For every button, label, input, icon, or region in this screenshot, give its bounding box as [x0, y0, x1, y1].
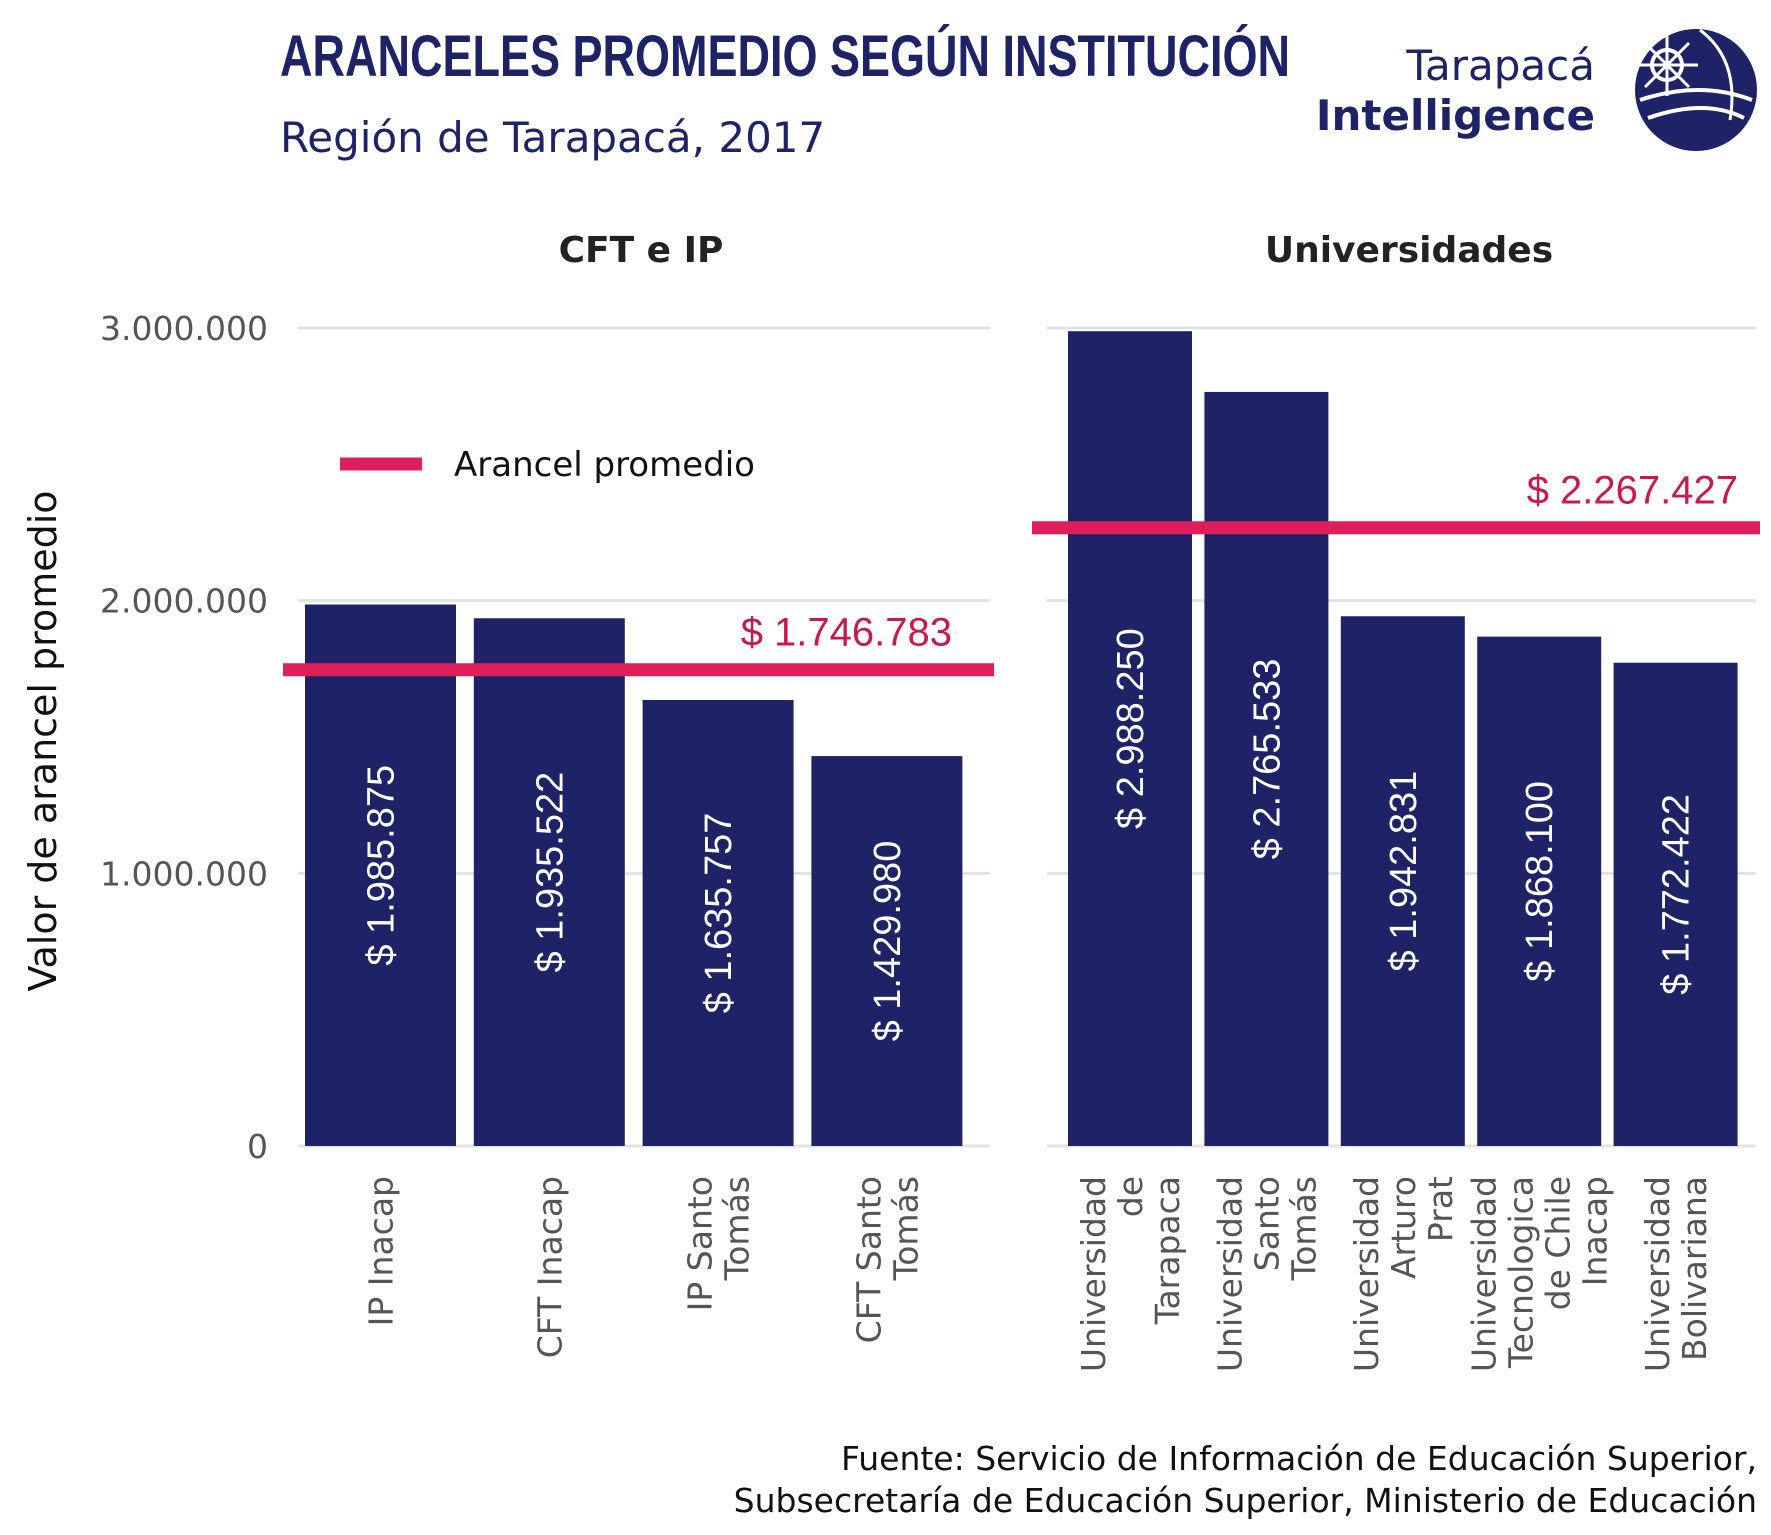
average-label: $ 2.267.427	[1527, 469, 1738, 513]
x-tick-label: Tecnologica	[1502, 1176, 1541, 1369]
y-tick-label: 0	[247, 1127, 268, 1166]
legend-label: Arancel promedio	[454, 445, 755, 485]
source-line1: Fuente: Servicio de Información de Educa…	[841, 1439, 1757, 1478]
x-tick-label: Inacap	[1576, 1176, 1615, 1286]
x-tick-label: Tarapaca	[1148, 1176, 1187, 1325]
x-tick-label: Arturo	[1384, 1176, 1423, 1279]
x-tick-label: Universidad	[1074, 1176, 1113, 1372]
bar	[1204, 391, 1329, 1146]
x-tick-label: CFT Santo	[849, 1176, 888, 1343]
bar-value-label: $ 1.985.875	[361, 765, 403, 966]
x-tick-label: de Chile	[1539, 1176, 1578, 1310]
bars: $ 1.985.875 $ 1.935.522 $ 1.635.757 $ 1.429…	[305, 331, 1738, 1146]
bar	[1477, 636, 1602, 1146]
average-label: $ 1.746.783	[741, 611, 952, 655]
bar-value-label: $ 1.868.100	[1519, 781, 1561, 982]
x-tick-label: IP Inacap	[362, 1176, 401, 1326]
bar	[1068, 331, 1192, 1146]
panel-title-universidades: Universidades	[1265, 230, 1553, 271]
x-tick-label: Tomás	[718, 1176, 757, 1281]
logo-line2: Intelligence	[1316, 91, 1595, 140]
bar-value-label: $ 2.988.250	[1110, 628, 1152, 829]
y-axis-label: Valor de arancel promedio	[21, 490, 65, 991]
x-tick-label: IP Santo	[681, 1176, 720, 1311]
x-tick-label: Universidad	[1210, 1176, 1249, 1372]
x-tick-label: Santo	[1247, 1176, 1286, 1271]
bar	[305, 604, 456, 1146]
x-tick-label: Tomás	[886, 1176, 925, 1281]
bar-value-label: $ 1.942.831	[1383, 771, 1425, 972]
chart-title: ARANCELES PROMEDIO SEGÚN INSTITUCIÓN	[280, 24, 1290, 89]
bar	[642, 699, 794, 1146]
bar-value-label: $ 1.772.422	[1656, 794, 1698, 995]
average-lines: $ 1.746.783 $ 2.267.427	[283, 469, 1760, 677]
logo-line1: Tarapacá	[1405, 41, 1595, 90]
y-tick-labels: 0 1.000.000 2.000.000 3.000.000	[100, 309, 268, 1166]
bar	[1340, 616, 1465, 1146]
bar-value-label: $ 2.765.533	[1246, 659, 1288, 860]
bar	[811, 756, 963, 1146]
bar-value-label: $ 1.935.522	[529, 772, 571, 973]
y-tick-label: 2.000.000	[100, 582, 268, 621]
panel-title-cft-ip: CFT e IP	[559, 230, 724, 271]
x-tick-label: Prat	[1421, 1176, 1460, 1242]
bar-value-label: $ 1.635.757	[698, 813, 740, 1014]
source-line2: Subsecretaría de Educación Superior, Min…	[734, 1481, 1757, 1520]
x-tick-label: Universidad	[1347, 1176, 1386, 1372]
x-tick-label: Universidad	[1638, 1176, 1677, 1372]
bar-value-label: $ 1.429.980	[867, 841, 909, 1042]
logo: Tarapacá Intelligence	[1316, 28, 1757, 151]
x-tick-label: de	[1111, 1176, 1150, 1217]
x-tick-label: CFT Inacap	[530, 1176, 569, 1358]
chart-subtitle: Región de Tarapacá, 2017	[280, 113, 825, 162]
x-tick-label: Tomás	[1284, 1176, 1323, 1281]
y-tick-label: 1.000.000	[100, 854, 268, 893]
bar	[473, 618, 625, 1146]
x-tick-label: Universidad	[1465, 1176, 1504, 1372]
bar	[1613, 662, 1738, 1146]
tarapaca-globe-logo-icon	[1635, 28, 1757, 151]
x-tick-label: Bolivariana	[1675, 1176, 1714, 1361]
legend: Arancel promedio	[340, 445, 755, 485]
y-tick-label: 3.000.000	[100, 309, 268, 348]
